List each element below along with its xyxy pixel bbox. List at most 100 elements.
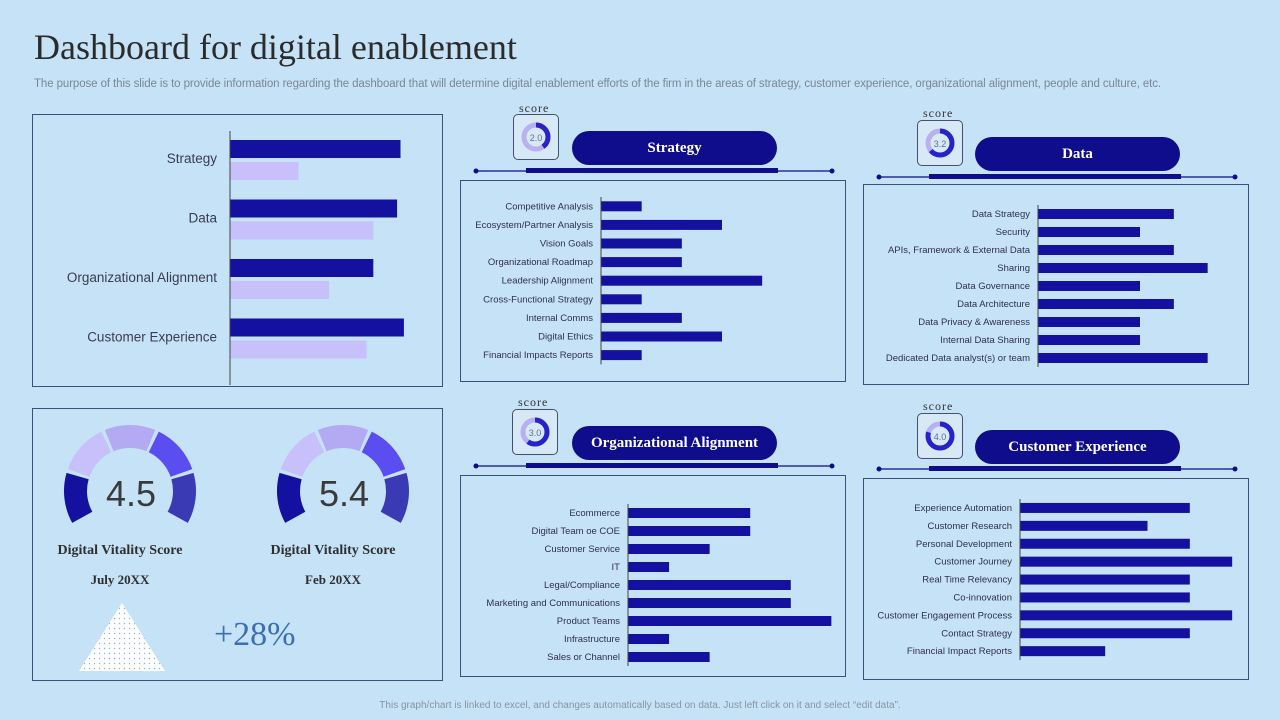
score-label: score	[518, 395, 549, 409]
category-label: Security	[996, 227, 1031, 238]
bar[interactable]	[1020, 556, 1233, 567]
bar[interactable]	[628, 634, 670, 644]
bar[interactable]	[1020, 628, 1190, 639]
footer-note: This graph/chart is linked to excel, and…	[379, 700, 901, 711]
gauge-segment	[167, 472, 197, 523]
bar[interactable]	[1020, 646, 1106, 657]
bar-series-1[interactable]	[230, 140, 401, 158]
bar[interactable]	[601, 201, 642, 212]
category-label: Organizational Roadmap	[488, 257, 593, 268]
gauge-1	[64, 425, 409, 523]
gauge-segment	[317, 425, 369, 452]
bar[interactable]	[1038, 317, 1141, 327]
bar[interactable]	[1038, 299, 1174, 309]
gauge-segment	[280, 431, 325, 477]
cx-chart-panel: Experience Automation Customer Research Pe…	[863, 478, 1249, 680]
bar[interactable]	[601, 294, 642, 305]
category-label: Organizational Alignment	[67, 270, 217, 285]
strategy-bar-chart[interactable]: Competitive Analysis Ecosystem/Partner An…	[461, 181, 847, 383]
category-label: Internal Data Sharing	[940, 335, 1030, 346]
bar[interactable]	[628, 508, 751, 518]
bar[interactable]	[1038, 281, 1141, 291]
category-label: Cross-Functional Strategy	[483, 294, 593, 305]
summary-chart-panel: Strategy Data Organizational Alignment Cust…	[32, 114, 443, 387]
org-bar-chart[interactable]: Ecommerce Digital Team oe COE Customer Ser…	[461, 476, 847, 678]
category-label: Data Governance	[956, 281, 1030, 292]
category-label: Data Privacy & Awareness	[918, 317, 1030, 328]
bar[interactable]	[1038, 263, 1208, 273]
score-donut-icon: 3.0	[520, 417, 550, 447]
bar[interactable]	[601, 331, 723, 342]
bar-series-1[interactable]	[230, 199, 398, 218]
category-label: Real Time Relevancy	[922, 575, 1012, 586]
score-donut-icon: 2.0	[521, 122, 551, 152]
cx-score-box: 4.0	[917, 413, 963, 459]
category-label: Customer Engagement Process	[877, 610, 1012, 621]
category-label: Customer Experience	[87, 330, 217, 345]
category-label: Product Teams	[557, 616, 620, 627]
data-score-value: 3.2	[934, 139, 947, 149]
category-label: Data	[188, 211, 217, 226]
bar-series-1[interactable]	[230, 259, 374, 277]
gauge-segment	[148, 431, 193, 477]
strategy-title-pill: Strategy	[572, 131, 777, 165]
summary-bar-chart[interactable]: Strategy Data Organizational Alignment Cust…	[33, 115, 444, 388]
bar[interactable]	[1020, 502, 1190, 513]
bar[interactable]	[601, 257, 682, 268]
bar[interactable]	[628, 652, 710, 662]
bar[interactable]	[1020, 610, 1233, 621]
bar-series-2[interactable]	[230, 340, 367, 359]
strategy-divider	[473, 168, 835, 174]
bar[interactable]	[628, 562, 670, 572]
vitality-panel: 4.5 5.4 Digital Vitality Score Digital V…	[32, 408, 443, 681]
bar[interactable]	[601, 312, 682, 323]
org-score-box: 3.0	[512, 409, 558, 455]
strategy-score-value: 2.0	[530, 133, 543, 143]
bar[interactable]	[601, 350, 642, 361]
bar-series-1[interactable]	[230, 318, 404, 337]
bar[interactable]	[1020, 520, 1148, 531]
category-label: Sales or Channel	[547, 652, 620, 663]
bar[interactable]	[628, 580, 791, 590]
cx-bar-chart[interactable]: Experience Automation Customer Research Pe…	[864, 479, 1250, 681]
category-label: Contact Strategy	[941, 628, 1012, 639]
data-bar-chart[interactable]: Data Strategy Security APIs, Framework & E…	[864, 185, 1250, 386]
bar-series-2[interactable]	[230, 162, 299, 180]
bar[interactable]	[1020, 574, 1190, 585]
bar[interactable]	[601, 275, 763, 286]
gauge-segment	[277, 472, 306, 523]
bar[interactable]	[628, 616, 832, 626]
category-label: Internal Comms	[526, 313, 593, 324]
bar[interactable]	[1020, 538, 1190, 549]
page-title: Dashboard for digital enablement	[34, 27, 517, 67]
bar[interactable]	[1038, 209, 1174, 219]
bar[interactable]	[628, 544, 710, 554]
data-chart-panel: Data Strategy Security APIs, Framework & E…	[863, 184, 1249, 385]
bar[interactable]	[1038, 227, 1141, 237]
category-label: Ecommerce	[569, 508, 620, 519]
gauge-segment	[104, 425, 156, 452]
bar[interactable]	[1038, 245, 1174, 255]
bar[interactable]	[1038, 353, 1208, 363]
bar[interactable]	[601, 238, 682, 249]
category-label: Digital Team oe COE	[531, 526, 620, 537]
category-label: Dedicated Data analyst(s) or team	[886, 353, 1030, 364]
category-label: Customer Journey	[934, 557, 1012, 568]
strategy-chart-panel: Competitive Analysis Ecosystem/Partner An…	[460, 180, 846, 382]
category-label: IT	[612, 562, 621, 573]
data-title-pill: Data	[975, 137, 1180, 171]
bar-series-2[interactable]	[230, 281, 330, 299]
bar[interactable]	[601, 219, 723, 230]
gauge-1-date: July 20XX	[90, 572, 150, 587]
bar[interactable]	[628, 598, 791, 608]
bar-series-2[interactable]	[230, 221, 374, 240]
category-label: Competitive Analysis	[505, 201, 593, 212]
category-label: Marketing and Communications	[486, 598, 620, 609]
bar[interactable]	[628, 526, 751, 536]
cx-divider	[876, 466, 1238, 472]
score-donut-icon: 3.2	[925, 128, 955, 158]
org-chart-panel: Ecommerce Digital Team oe COE Customer Ser…	[460, 475, 846, 677]
bar[interactable]	[1020, 592, 1190, 603]
gauge-segment	[380, 472, 409, 523]
bar[interactable]	[1038, 335, 1141, 345]
